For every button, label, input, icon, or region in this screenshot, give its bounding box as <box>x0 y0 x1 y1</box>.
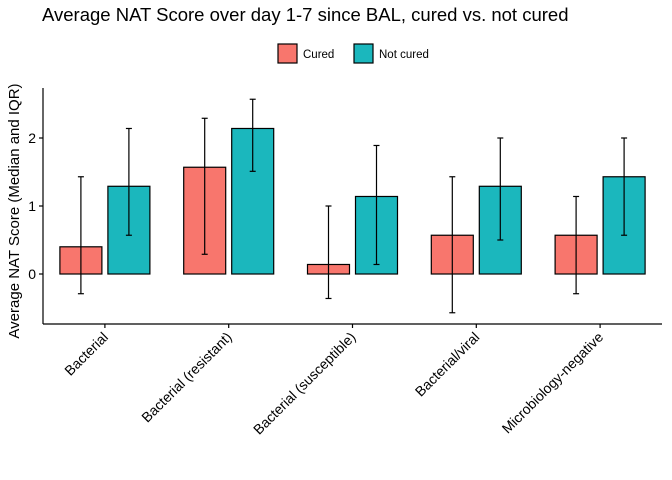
x-tick-label: Bacterial <box>61 329 111 379</box>
y-axis-title: Average NAT Score (Median and IQR) <box>6 83 23 338</box>
legend-swatch-cured <box>277 43 298 64</box>
x-tick-label: Bacterial/viral <box>412 329 483 400</box>
x-axis: Bacterial Bacterial (resistant) Bacterial … <box>43 323 662 438</box>
y-axis: 0 1 2 <box>28 88 44 324</box>
legend: Cured Not cured <box>277 43 429 64</box>
x-tick-label: Bacterial (susceptible) <box>250 329 359 438</box>
y-tick-label: 2 <box>28 130 36 146</box>
plot-area <box>59 98 646 314</box>
legend-label-cured: Cured <box>303 49 334 61</box>
y-tick-label: 0 <box>28 266 36 282</box>
legend-label-not-cured: Not cured <box>379 49 429 61</box>
x-tick-label: Bacterial (resistant) <box>138 329 235 426</box>
x-tick-label: Microbiology-negative <box>499 329 607 437</box>
y-tick-label: 1 <box>28 198 36 214</box>
legend-swatch-not-cured <box>353 43 374 64</box>
chart-title: Average NAT Score over day 1-7 since BAL… <box>42 4 569 25</box>
